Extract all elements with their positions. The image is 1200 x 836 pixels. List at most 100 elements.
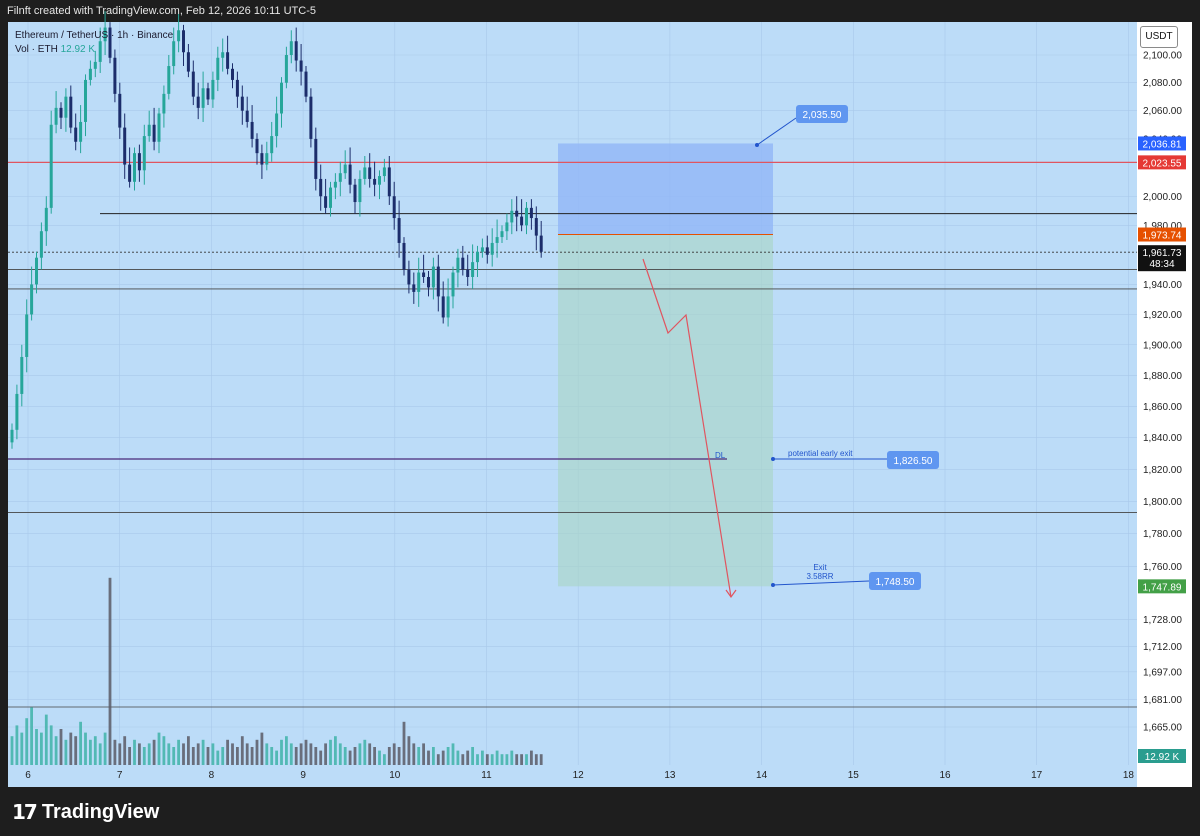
volume-bar [206, 747, 210, 765]
y-tick-label: 1,920.00 [1143, 310, 1182, 321]
label-1826[interactable]: 1,826.50 [887, 451, 939, 469]
volume-bar [309, 743, 313, 765]
chart-legend: Ethereum / TetherUS · 1h · Binance Vol ·… [15, 29, 173, 57]
volume-bar [265, 743, 269, 765]
candle-body [373, 178, 377, 185]
x-tick-label: 15 [848, 770, 860, 781]
candle-body [485, 247, 489, 255]
candle-body [515, 210, 519, 217]
drawings[interactable] [642, 117, 887, 599]
volume-bar [108, 577, 112, 765]
candle-body [157, 113, 161, 142]
candle-body [118, 93, 122, 128]
candle-body [299, 60, 303, 72]
candle-body [88, 68, 92, 80]
candle-body [260, 153, 264, 165]
candle-body [319, 178, 323, 197]
volume-bar [422, 743, 425, 765]
volume-bar [417, 747, 421, 765]
candle-body [128, 164, 132, 182]
volume-bar [432, 747, 435, 765]
candle-body [103, 27, 107, 42]
volume-bar [245, 743, 249, 765]
x-tick-label: 12 [573, 770, 585, 781]
candle-body [284, 55, 288, 83]
volume-bar [363, 739, 367, 765]
symbol-title[interactable]: Ethereum / TetherUS · 1h · Binance [15, 30, 174, 41]
volume-bar [177, 739, 180, 765]
candle-body [539, 235, 543, 252]
volume-bar [378, 750, 381, 765]
horizontal-levels[interactable] [8, 161, 1137, 708]
candle-body [534, 218, 538, 236]
volume-bar [162, 736, 166, 765]
candle-body [495, 237, 499, 243]
candle-body [25, 314, 29, 357]
candle-body [74, 127, 78, 142]
volume-bar [54, 736, 58, 765]
position-reward-zone[interactable] [558, 234, 773, 587]
y-tick-label: 1,840.00 [1143, 433, 1182, 444]
y-tick-label: 1,980.00 [1143, 221, 1182, 232]
candle-body [108, 27, 112, 58]
candle-body [505, 222, 509, 232]
chart-caption: Filnft created with TradingView.com, Feb… [0, 0, 1200, 22]
candle-body [436, 266, 440, 297]
y-tick-label: 1,780.00 [1143, 529, 1182, 540]
tag-stop: 1,973.74 [1138, 227, 1186, 242]
rr-note: 3.58RR [806, 572, 833, 581]
tradingview-logo[interactable]: 𝟭𝟳 TradingView [12, 800, 159, 825]
label-1748-text: 1,748.50 [876, 577, 915, 588]
candle-body [441, 296, 445, 318]
candle-body [44, 207, 48, 232]
candle-body [240, 96, 244, 111]
x-tick-label: 13 [664, 770, 676, 781]
volume-bars [10, 577, 543, 765]
currency-unit-button[interactable]: USDT [1140, 26, 1178, 48]
x-tick-label: 10 [389, 770, 401, 781]
volume-bar [79, 721, 82, 765]
x-tick-label: 18 [1123, 770, 1135, 781]
volume-bar [285, 736, 288, 765]
candle-body [98, 41, 102, 62]
candle-body [412, 284, 416, 292]
candle-body [456, 257, 460, 273]
volume-bar [471, 747, 474, 765]
volume-bar [294, 747, 298, 765]
volume-bar [358, 743, 362, 765]
volume-bar [319, 750, 323, 765]
candle-body [221, 52, 225, 58]
volume-bar [167, 743, 171, 765]
candle-body [461, 257, 465, 270]
label-2035[interactable]: 2,035.50 [796, 105, 848, 123]
volume-bar [485, 754, 489, 765]
y-tick-label: 1,800.00 [1143, 497, 1182, 508]
volume-bar [74, 736, 78, 765]
volume-bar [530, 750, 533, 765]
tag-stop-text: 1,973.74 [1143, 231, 1182, 242]
candle-body [54, 107, 58, 125]
volume-bar [525, 754, 528, 765]
volume-bar [69, 732, 73, 765]
volume-bar [59, 729, 63, 765]
candle-body [20, 356, 24, 394]
volume-bar [397, 747, 401, 765]
candles [10, 11, 543, 449]
candle-body [133, 153, 136, 182]
position-risk-zone[interactable] [558, 143, 773, 235]
candle-body [84, 79, 87, 122]
projection-path[interactable] [642, 258, 732, 598]
label-1748[interactable]: 1,748.50 [869, 572, 921, 590]
candle-body [152, 124, 156, 142]
candle-body [123, 127, 127, 165]
y-tick-label: 1,728.00 [1143, 615, 1182, 626]
volume-bar [221, 747, 225, 765]
projection-arrowhead [725, 589, 737, 599]
candle-body [137, 153, 141, 171]
footer-bar [0, 787, 1200, 836]
early-exit-note: potential early exit [788, 449, 853, 458]
volume-bar [314, 747, 318, 765]
